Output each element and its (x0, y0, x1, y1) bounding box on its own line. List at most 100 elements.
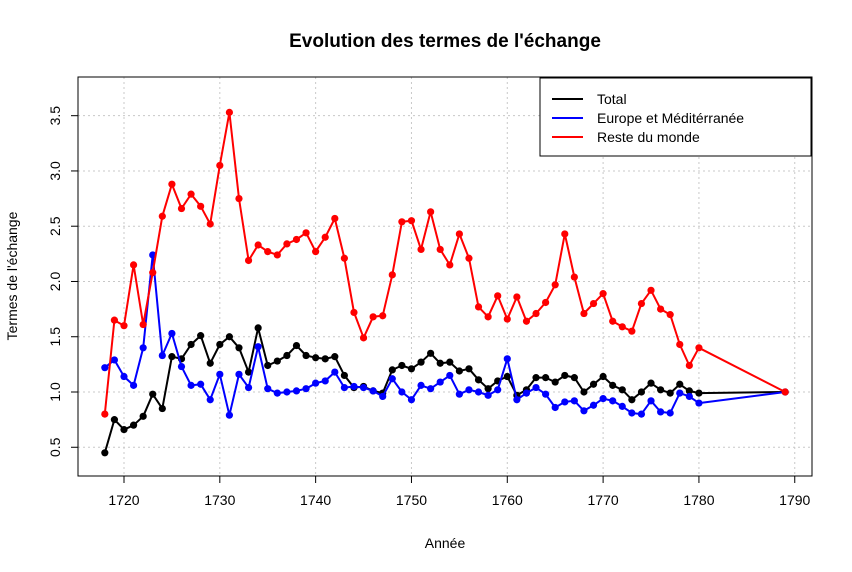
data-point (225, 108, 233, 116)
data-point (570, 273, 578, 281)
data-point (436, 359, 444, 367)
data-point (139, 320, 147, 329)
data-point (206, 220, 214, 228)
data-point (101, 364, 109, 372)
data-point (542, 390, 550, 398)
data-point (312, 379, 320, 387)
data-point (340, 383, 348, 392)
data-point (292, 235, 301, 244)
data-point (350, 308, 358, 317)
y-tick-label: 2.5 (47, 216, 63, 236)
data-point (292, 387, 301, 395)
data-point (513, 293, 521, 301)
data-point (264, 385, 272, 393)
data-point (216, 161, 224, 170)
data-point (187, 190, 195, 198)
data-point (158, 404, 166, 413)
data-point (283, 240, 291, 248)
data-point (570, 397, 578, 405)
y-axis-label: Termes de l'échange (4, 211, 20, 340)
data-point (302, 229, 310, 237)
data-point (388, 366, 396, 374)
legend-label-reste: Reste du monde (597, 129, 700, 145)
data-point (446, 358, 454, 366)
data-point (580, 388, 588, 396)
x-tick-label: 1720 (108, 492, 139, 508)
data-point (101, 410, 109, 418)
data-point (436, 245, 444, 254)
data-point (446, 371, 454, 380)
data-point (197, 202, 205, 210)
data-point (417, 358, 425, 366)
data-point (503, 315, 511, 323)
data-point (484, 313, 492, 321)
legend: Total Europe et Méditérranée Reste du mo… (539, 77, 812, 157)
data-point (695, 389, 703, 397)
data-point (379, 312, 387, 320)
data-point (312, 354, 320, 362)
data-point (551, 281, 559, 289)
data-point (129, 261, 138, 269)
data-point (359, 383, 368, 392)
data-point (637, 299, 646, 308)
data-point (225, 333, 233, 341)
data-point (206, 396, 214, 404)
data-point (618, 323, 626, 331)
data-point (589, 380, 598, 388)
data-point (657, 386, 665, 394)
data-point (427, 385, 435, 393)
data-point (561, 371, 569, 380)
x-tick-label: 1790 (779, 492, 810, 508)
data-point (407, 396, 416, 404)
y-tick-label: 3.5 (47, 106, 63, 126)
data-point (168, 180, 176, 188)
data-point (580, 407, 588, 415)
data-point (666, 311, 674, 319)
data-point (609, 317, 617, 325)
x-tick-label: 1760 (492, 492, 523, 508)
data-point (197, 332, 205, 340)
data-point (695, 344, 703, 352)
data-point (388, 375, 396, 383)
x-tick-label: 1730 (204, 492, 235, 508)
data-point (494, 386, 502, 394)
data-point (551, 378, 559, 386)
data-point (244, 368, 253, 376)
series-line-1 (104, 253, 786, 417)
series-line-2 (103, 111, 786, 415)
data-point (628, 396, 636, 404)
data-point (609, 397, 617, 405)
data-point (129, 381, 138, 389)
legend-box (539, 77, 812, 157)
data-point (465, 386, 473, 394)
data-point (197, 380, 205, 388)
data-point (561, 398, 569, 406)
data-point (216, 340, 224, 349)
data-point (685, 387, 693, 395)
data-point (532, 374, 540, 382)
data-point (292, 341, 301, 350)
data-point (321, 233, 329, 241)
data-point (264, 248, 272, 256)
data-point (331, 214, 339, 223)
data-point (283, 388, 291, 396)
data-point (110, 356, 119, 364)
data-point (465, 254, 473, 262)
data-point (273, 357, 281, 365)
y-tick-label: 1.5 (47, 327, 63, 347)
data-point (427, 208, 435, 216)
data-point (465, 365, 473, 373)
data-point (599, 290, 607, 298)
data-point (628, 327, 636, 335)
data-point (407, 217, 416, 225)
data-point (158, 212, 166, 220)
data-point (120, 372, 128, 381)
data-point (657, 305, 665, 313)
data-point (139, 412, 147, 420)
y-tick-label: 2.0 (47, 272, 63, 292)
series-2 (101, 108, 789, 418)
data-point (474, 388, 483, 396)
data-point (637, 388, 646, 396)
data-point (676, 389, 684, 397)
data-point (561, 230, 569, 238)
